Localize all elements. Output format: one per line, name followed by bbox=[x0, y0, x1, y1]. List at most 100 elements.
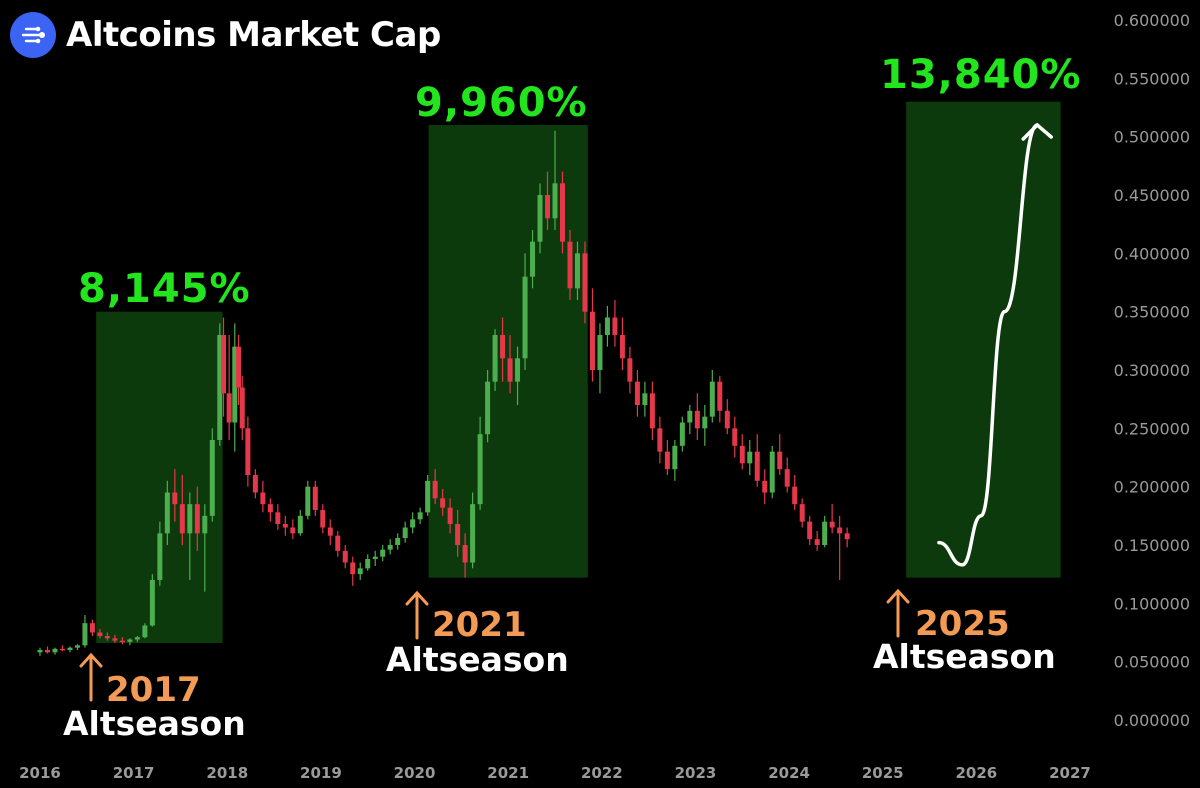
candle-body bbox=[97, 632, 103, 636]
candle-body bbox=[522, 276, 528, 359]
candle-body bbox=[239, 387, 245, 429]
candle-body bbox=[664, 451, 670, 470]
candle-body bbox=[179, 504, 185, 534]
candle-body bbox=[342, 550, 348, 563]
candle-body bbox=[134, 637, 140, 640]
x-axis-tick-label: 2027 bbox=[1049, 764, 1091, 782]
candle-body bbox=[209, 440, 215, 516]
candle-body bbox=[732, 428, 738, 446]
candle-body bbox=[470, 504, 476, 563]
x-axis-tick-label: 2019 bbox=[300, 764, 342, 782]
candle-body bbox=[799, 504, 805, 522]
candle-body bbox=[672, 445, 678, 470]
candle-body bbox=[410, 519, 416, 528]
candle-body bbox=[402, 527, 408, 538]
candle-body bbox=[679, 422, 685, 446]
candle-body bbox=[89, 623, 95, 633]
candle-body bbox=[717, 381, 723, 411]
chart-header: Altcoins Market Cap bbox=[10, 12, 441, 58]
candle-body bbox=[440, 498, 446, 508]
candle-body bbox=[365, 559, 371, 569]
candle-body bbox=[380, 549, 386, 557]
candle-body bbox=[829, 521, 835, 528]
candle-body bbox=[455, 524, 461, 545]
candle-body bbox=[202, 515, 208, 534]
year-label-2017: 2017 bbox=[106, 670, 201, 710]
x-axis-tick-label: 2017 bbox=[113, 764, 155, 782]
candle-body bbox=[604, 317, 610, 335]
y-axis-tick-label: 0.200000 bbox=[1114, 478, 1190, 497]
candle-body bbox=[267, 504, 273, 513]
candle-body bbox=[634, 381, 640, 405]
projection-curve bbox=[937, 123, 1039, 567]
candle-body bbox=[784, 469, 790, 487]
candle-body bbox=[335, 535, 341, 551]
candle-body bbox=[515, 358, 521, 382]
x-axis-tick-label: 2022 bbox=[581, 764, 623, 782]
altseason-label-2017: Altseason bbox=[63, 704, 246, 743]
candle-body bbox=[417, 512, 423, 520]
y-axis-tick-label: 0.400000 bbox=[1114, 244, 1190, 263]
candle-body bbox=[74, 645, 80, 648]
candle-body bbox=[545, 195, 551, 219]
altseason-label-2021: Altseason bbox=[386, 640, 569, 679]
x-axis-tick-label: 2018 bbox=[206, 764, 248, 782]
candle-body bbox=[104, 636, 110, 639]
chart-title: Altcoins Market Cap bbox=[66, 15, 441, 55]
y-axis-tick-label: 0.300000 bbox=[1114, 361, 1190, 380]
candle-body bbox=[462, 545, 468, 563]
candle-body bbox=[260, 492, 266, 505]
candle-body bbox=[37, 650, 43, 653]
candle-body bbox=[112, 638, 118, 641]
candle-body bbox=[194, 504, 200, 534]
candle-body bbox=[612, 317, 618, 335]
candle-body bbox=[792, 486, 798, 505]
candle-body bbox=[297, 515, 303, 534]
candle-body bbox=[187, 504, 193, 534]
candle-body bbox=[559, 183, 565, 242]
x-axis-tick-label: 2020 bbox=[394, 764, 436, 782]
candle-body bbox=[709, 381, 715, 417]
candle-body bbox=[537, 195, 543, 242]
candle-body bbox=[432, 480, 438, 499]
candle-body bbox=[589, 311, 595, 370]
candle-body bbox=[252, 475, 258, 493]
candle-body bbox=[687, 410, 693, 423]
candle-body bbox=[217, 335, 223, 440]
y-axis-tick-label: 0.500000 bbox=[1114, 128, 1190, 147]
candle-body bbox=[290, 527, 296, 534]
candle-body bbox=[724, 410, 730, 429]
candle-body bbox=[754, 451, 760, 481]
candle-body bbox=[807, 521, 813, 540]
candle-body bbox=[119, 640, 125, 643]
candle-body bbox=[822, 521, 828, 545]
y-axis-tick-label: 0.450000 bbox=[1114, 186, 1190, 205]
altseason-highlight-box bbox=[96, 311, 223, 643]
candle-body bbox=[320, 510, 326, 528]
brand-logo-icon bbox=[10, 12, 56, 58]
candle-body bbox=[582, 253, 588, 312]
candle-body bbox=[149, 580, 155, 626]
candle-body bbox=[305, 486, 311, 516]
candle-body bbox=[245, 428, 251, 475]
candle-body bbox=[627, 358, 633, 382]
candle-body bbox=[372, 556, 378, 559]
candle-body bbox=[619, 335, 625, 359]
candle-body bbox=[164, 492, 170, 534]
candle-body bbox=[530, 241, 536, 277]
candle-body bbox=[702, 416, 708, 429]
y-axis-tick-label: 0.150000 bbox=[1114, 536, 1190, 555]
candle-body bbox=[747, 451, 753, 464]
candle-body bbox=[844, 533, 850, 540]
y-axis-tick-label: 0.350000 bbox=[1114, 303, 1190, 322]
candle-body bbox=[172, 492, 178, 505]
candle-body bbox=[485, 381, 491, 435]
candle-body bbox=[387, 545, 393, 550]
candle-body bbox=[694, 410, 700, 429]
candle-body bbox=[777, 451, 783, 470]
candle-body bbox=[395, 538, 401, 545]
y-axis-tick-label: 0.100000 bbox=[1114, 594, 1190, 613]
candle-body bbox=[837, 527, 843, 534]
